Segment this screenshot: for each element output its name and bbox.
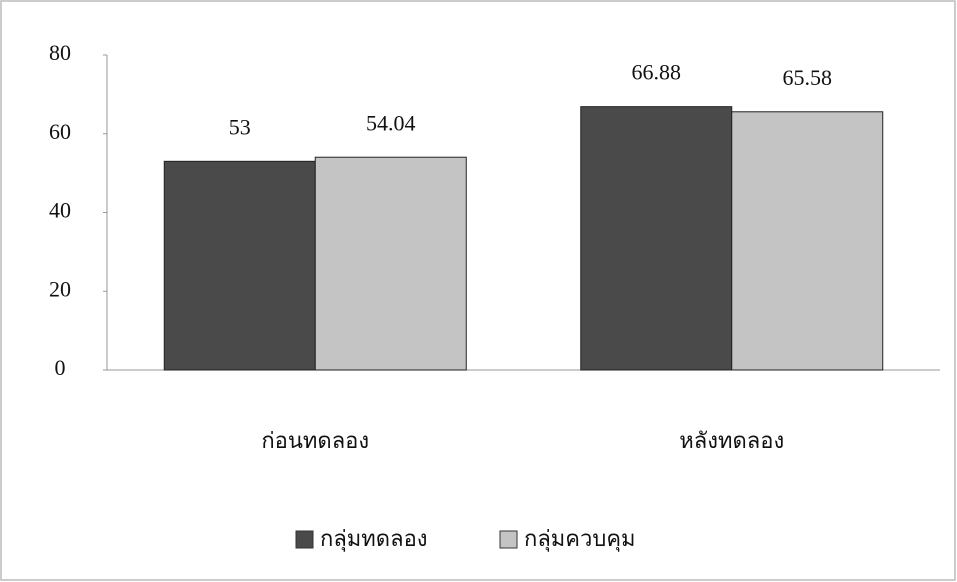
data-label: 66.88 [632, 60, 682, 85]
legend-swatch [499, 530, 518, 549]
legend-label: กลุ่มควบคุม [524, 526, 636, 552]
y-tick-label: 80 [49, 40, 71, 65]
legend-label: กลุ่มทดลอง [320, 526, 428, 552]
y-tick-label: 0 [55, 355, 66, 380]
y-tick-label: 60 [49, 119, 71, 144]
data-label: 53 [229, 114, 251, 139]
bar [314, 156, 467, 371]
bar [580, 106, 733, 371]
bar [731, 111, 884, 371]
y-tick-label: 40 [49, 198, 71, 223]
y-tick-label: 20 [49, 276, 71, 301]
bar [163, 160, 316, 371]
legend-swatch [295, 530, 314, 549]
x-tick-label: ก่อนทดลอง [261, 428, 369, 453]
data-label: 54.04 [366, 110, 416, 135]
x-tick-label: หลังทดลอง [679, 428, 784, 453]
data-label: 65.58 [783, 65, 833, 90]
